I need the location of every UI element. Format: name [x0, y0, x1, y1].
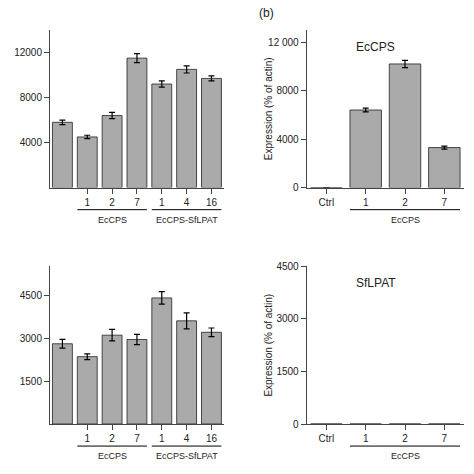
svg-text:16: 16: [206, 197, 218, 208]
svg-text:EcCPS-SfLPAT: EcCPS-SfLPAT: [156, 451, 218, 461]
svg-text:4500: 4500: [276, 261, 299, 272]
svg-text:8000: 8000: [20, 92, 43, 103]
svg-text:Expression (% of actin): Expression (% of actin): [263, 294, 274, 397]
svg-text:4500: 4500: [20, 290, 43, 301]
svg-text:EcCPS: EcCPS: [391, 215, 420, 225]
svg-text:0: 0: [293, 182, 299, 193]
svg-text:(b): (b): [259, 6, 274, 20]
svg-text:3000: 3000: [20, 333, 43, 344]
svg-text:3000: 3000: [276, 313, 299, 324]
svg-text:1500: 1500: [276, 366, 299, 377]
svg-text:EcCPS: EcCPS: [98, 451, 127, 461]
svg-text:4: 4: [184, 433, 190, 444]
svg-text:16: 16: [206, 433, 218, 444]
svg-text:4000: 4000: [20, 137, 43, 148]
svg-text:4: 4: [184, 197, 190, 208]
svg-text:7: 7: [442, 433, 448, 444]
svg-text:Ctrl: Ctrl: [319, 197, 335, 208]
svg-text:7: 7: [442, 197, 448, 208]
svg-text:7: 7: [134, 433, 140, 444]
svg-text:1: 1: [84, 197, 90, 208]
svg-text:EcCPS-SfLPAT: EcCPS-SfLPAT: [156, 215, 218, 225]
svg-text:Ctrl: Ctrl: [319, 433, 335, 444]
svg-text:7: 7: [134, 197, 140, 208]
svg-text:2: 2: [109, 433, 115, 444]
svg-text:2: 2: [402, 433, 408, 444]
svg-text:1: 1: [363, 433, 369, 444]
svg-text:4000: 4000: [276, 134, 299, 145]
svg-text:12 000: 12 000: [268, 37, 299, 48]
svg-text:8000: 8000: [276, 85, 299, 96]
svg-text:SfLPAT: SfLPAT: [356, 276, 396, 290]
svg-text:1: 1: [159, 197, 165, 208]
svg-text:EcCPS: EcCPS: [391, 451, 420, 461]
svg-text:2: 2: [402, 197, 408, 208]
svg-text:Expression (% of actin): Expression (% of actin): [263, 57, 274, 160]
svg-text:1: 1: [363, 197, 369, 208]
svg-text:1500: 1500: [20, 376, 43, 387]
svg-text:1: 1: [159, 433, 165, 444]
svg-text:EcCPS: EcCPS: [98, 215, 127, 225]
svg-text:2: 2: [109, 197, 115, 208]
svg-text:1: 1: [84, 433, 90, 444]
svg-text:EcCPS: EcCPS: [356, 40, 395, 54]
svg-text:12000: 12000: [14, 47, 42, 58]
svg-text:0: 0: [293, 419, 299, 430]
